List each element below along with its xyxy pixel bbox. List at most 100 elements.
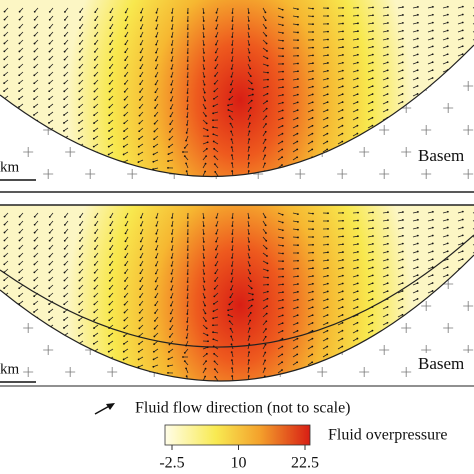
flow-arrow-head xyxy=(228,115,231,118)
flow-arrow xyxy=(457,330,463,334)
flow-arrow-head xyxy=(186,92,189,94)
flow-arrow-head xyxy=(326,101,329,104)
flow-arrow-head xyxy=(356,61,359,64)
flow-arrow-head xyxy=(48,185,50,187)
flow-arrow-head xyxy=(94,35,96,37)
flow-arrow-head xyxy=(186,60,189,62)
flow-arrow-head xyxy=(297,31,299,34)
flow-arrow xyxy=(412,109,418,113)
flow-arrow-head xyxy=(203,280,206,283)
flow-arrow xyxy=(33,324,39,329)
flow-arrow-head xyxy=(416,218,419,221)
flow-arrow-head xyxy=(341,54,344,56)
flow-arrow-head xyxy=(401,53,404,56)
flow-arrow xyxy=(427,377,433,381)
flow-arrow-head xyxy=(266,290,269,293)
flow-arrow-head xyxy=(387,6,389,9)
flow-arrow-head xyxy=(213,368,216,370)
flow-arrow-head xyxy=(297,267,299,270)
flow-arrow-head xyxy=(47,137,50,140)
flow-arrow xyxy=(93,389,98,391)
flow-arrow-head xyxy=(33,287,36,290)
flow-arrow-head xyxy=(124,35,127,38)
flow-arrow-head xyxy=(356,164,359,167)
flow-arrow-head xyxy=(48,279,51,282)
flow-arrow-head xyxy=(371,77,374,80)
colorbar-label: Fluid overpressure xyxy=(328,427,448,444)
flow-arrow-head xyxy=(18,311,20,313)
flow-arrow-head xyxy=(32,137,35,140)
flow-arrow-head xyxy=(327,227,329,230)
flow-arrow-head xyxy=(93,50,96,53)
flow-arrow-head xyxy=(326,156,329,159)
flow-arrow-head xyxy=(170,272,173,275)
flow-arrow-head xyxy=(124,51,127,54)
flow-arrow-head xyxy=(183,146,186,149)
flow-arrow-head xyxy=(264,146,267,149)
flow-arrow xyxy=(18,389,23,391)
flow-arrow-head xyxy=(416,140,419,143)
flow-arrow-head xyxy=(18,185,20,187)
flow-arrow xyxy=(33,135,39,140)
flow-arrow xyxy=(215,385,218,389)
flow-arrow xyxy=(442,298,448,302)
flow-arrow-head xyxy=(171,27,173,30)
flow-arrow-head xyxy=(213,360,216,363)
flow-arrow xyxy=(457,125,463,129)
flow-arrow-head xyxy=(33,18,36,21)
flow-arrow-head xyxy=(265,123,267,125)
flow-arrow-head xyxy=(371,69,374,72)
flow-arrow-head xyxy=(93,122,95,124)
flow-arrow-head xyxy=(461,274,464,276)
flow-arrow xyxy=(368,181,372,184)
flow-arrow-head xyxy=(431,321,434,324)
cross xyxy=(463,125,474,135)
flow-arrow xyxy=(442,93,448,97)
flow-arrow-head xyxy=(386,266,389,269)
flow-arrow-head xyxy=(431,297,434,300)
flow-arrow-head xyxy=(78,82,81,85)
flow-arrow xyxy=(78,389,83,391)
flow-arrow-head xyxy=(124,27,127,30)
flow-arrow-head xyxy=(3,82,6,85)
flow-arrow-head xyxy=(33,255,36,258)
flow-arrow-head xyxy=(371,274,374,277)
flow-arrow xyxy=(3,119,9,124)
flow-arrow-head xyxy=(139,83,142,85)
flow-arrow-head xyxy=(186,108,189,110)
flow-arrow-head xyxy=(386,45,389,48)
flow-arrow-head xyxy=(212,126,214,129)
flow-arrow-head xyxy=(386,306,389,308)
flow-arrow-head xyxy=(327,235,329,238)
flow-arrow-head xyxy=(186,305,189,307)
flow-arrow-head xyxy=(312,23,314,26)
flow-arrow-head xyxy=(186,100,189,102)
flow-arrow-head xyxy=(227,314,230,316)
flow-arrow-head xyxy=(108,327,111,330)
flow-arrow xyxy=(352,172,358,177)
flow-arrow-head xyxy=(109,11,112,14)
flow-arrow xyxy=(187,384,188,389)
flow-arrow-head xyxy=(48,122,50,124)
flow-arrow-head xyxy=(248,359,250,361)
flow-arrow-head xyxy=(33,58,36,61)
flow-arrow-head xyxy=(139,67,142,70)
flow-arrow-head xyxy=(78,66,81,69)
flow-arrow-head xyxy=(401,353,404,356)
flow-arrow-head xyxy=(63,303,66,306)
flow-arrow-head xyxy=(3,263,6,266)
flow-arrow-head xyxy=(311,172,313,174)
flow-arrow xyxy=(367,141,373,145)
flow-arrow-head xyxy=(247,20,250,22)
flow-arrow-head xyxy=(202,12,205,14)
basin-boundary xyxy=(0,44,474,178)
flow-arrow-head xyxy=(312,212,314,215)
flow-arrow-head xyxy=(94,19,97,22)
flow-arrow-head xyxy=(326,361,329,364)
flow-arrow-head xyxy=(48,382,50,384)
flow-arrow-head xyxy=(312,228,314,231)
flow-arrow-head xyxy=(212,112,215,115)
flow-arrow-head xyxy=(416,266,419,269)
flow-arrow xyxy=(367,361,373,366)
flow-arrow-head xyxy=(264,11,267,14)
